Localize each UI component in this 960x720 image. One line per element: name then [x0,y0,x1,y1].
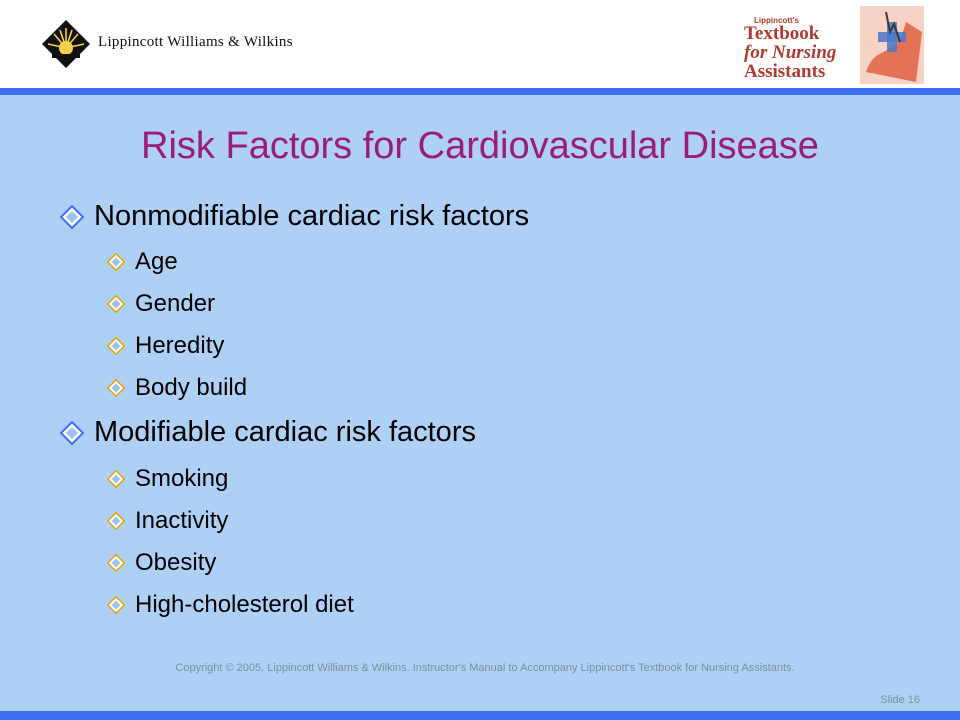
diamond-bullet-icon [107,554,125,572]
bullet-modifiable: Modifiable cardiac risk factors [60,416,476,449]
bottom-rule [0,711,960,720]
bullet-text: Smoking [135,465,229,492]
bullet-text: Age [135,248,178,275]
book-art-icon [860,6,924,84]
bullet-gender: Gender [107,290,215,318]
diamond-bullet-icon [107,470,125,488]
bullet-text: Gender [135,290,216,317]
book-logo-small: Lippincott's [754,16,800,25]
diamond-bullet-icon [107,295,125,313]
bullet-nonmodifiable: Nonmodifiable cardiac risk factors [60,200,529,233]
slide-number: Slide 16 [880,694,920,706]
bullet-age: Age [107,248,178,276]
diamond-bullet-icon [107,253,125,271]
book-logo-line3: Assistants [744,61,826,82]
bullet-text: Heredity [135,332,225,359]
bullet-body-build: Body build [107,374,247,402]
bullet-text: Inactivity [135,507,229,534]
diamond-bullet-icon [107,337,125,355]
bullet-text: Obesity [135,549,217,576]
bullet-inactivity: Inactivity [107,507,228,535]
bullet-text: Nonmodifiable cardiac risk factors [94,200,530,232]
bullet-obesity: Obesity [107,549,216,577]
bullet-text: High-cholesterol diet [135,591,354,618]
diamond-bullet-icon [107,512,125,530]
bullet-text: Body build [135,374,248,401]
top-rule [0,88,960,95]
book-logo-line2: for Nursing [744,42,837,63]
publisher-name: Lippincott Williams & Wilkins [98,34,293,50]
diamond-bullet-icon [107,596,125,614]
bullet-heredity: Heredity [107,332,224,360]
bullet-smoking: Smoking [107,465,228,493]
slide-title: Risk Factors for Cardiovascular Disease [141,125,819,167]
bullet-high-cholesterol: High-cholesterol diet [107,591,354,619]
slide-body [0,95,960,711]
diamond-bullet-icon [60,204,84,229]
book-logo-line1: Textbook [744,23,820,44]
starburst-logo-icon [42,20,90,68]
bullet-text: Modifiable cardiac risk factors [94,416,476,448]
diamond-bullet-icon [107,379,125,397]
diamond-bullet-icon [60,420,84,445]
copyright-text: Copyright © 2005. Lippincott Williams & … [175,662,795,674]
publisher-logo: Lippincott Williams & Wilkins [40,18,300,70]
book-logo: Lippincott's Textbook for Nursing Assist… [738,0,928,88]
slide-header: Lippincott Williams & Wilkins Lippincott… [0,0,960,88]
